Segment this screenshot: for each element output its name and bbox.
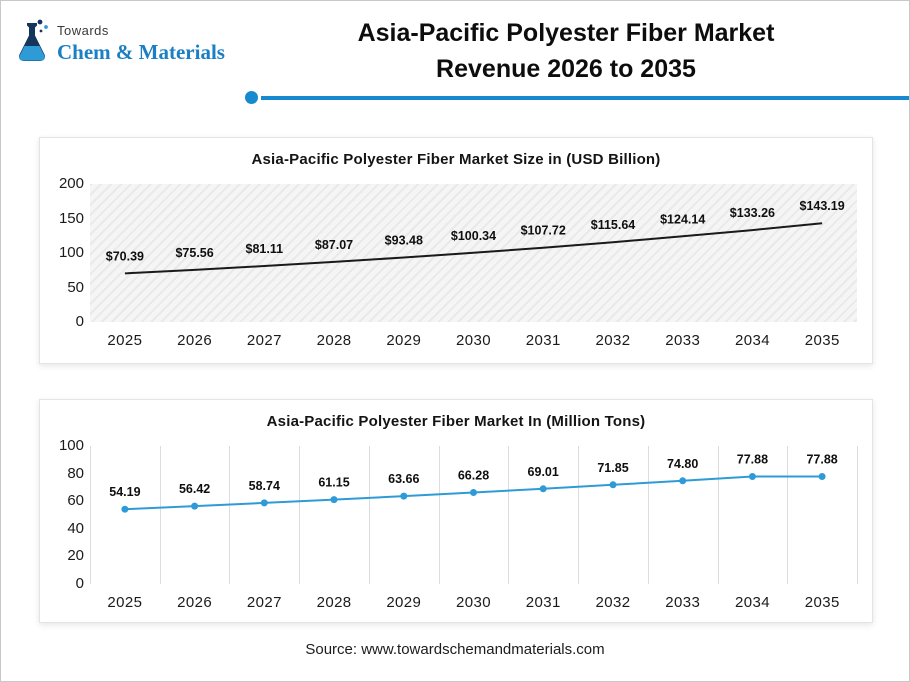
data-point-marker bbox=[609, 481, 617, 489]
data-point-marker bbox=[818, 473, 826, 480]
data-label: $81.11 bbox=[246, 242, 284, 256]
million-tons-chart-panel: Asia-Pacific Polyester Fiber Market In (… bbox=[39, 399, 873, 623]
data-point-marker bbox=[330, 496, 338, 504]
y-tick-label: 150 bbox=[58, 209, 84, 227]
plot-area: $70.39 $75.56 $81.11 $87.07 $93.48 $100.34 $10… bbox=[90, 184, 857, 322]
x-tick-label: 2035 bbox=[804, 594, 840, 611]
data-label: 58.74 bbox=[249, 479, 280, 493]
data-label: 77.88 bbox=[806, 453, 837, 467]
x-tick-label: 2025 bbox=[107, 594, 143, 611]
brand-top-text: Towards bbox=[57, 23, 109, 38]
chart-title: Asia-Pacific Polyester Fiber Market Size… bbox=[251, 151, 661, 168]
y-tick-label: 40 bbox=[67, 519, 84, 537]
y-tick-label: 200 bbox=[58, 175, 84, 192]
data-label: $75.56 bbox=[175, 246, 213, 260]
plot-area: 54.19 56.42 58.74 61.15 63.66 66.28 69.01 71.85… bbox=[90, 446, 858, 584]
y-tick-label: 100 bbox=[58, 437, 84, 454]
flask-icon bbox=[19, 19, 48, 61]
data-label: $87.07 bbox=[315, 238, 353, 252]
data-label: 71.85 bbox=[597, 461, 628, 475]
x-tick-label: 2029 bbox=[386, 332, 422, 349]
brand-logo: Towards Chem & Materials bbox=[13, 17, 225, 65]
y-tick-label: 50 bbox=[67, 278, 84, 296]
x-tick-label: 2026 bbox=[177, 332, 213, 349]
x-tick-label: 2034 bbox=[734, 332, 770, 349]
data-label: 74.80 bbox=[667, 457, 698, 471]
data-point-marker bbox=[539, 485, 547, 493]
data-label: 56.42 bbox=[179, 482, 210, 496]
data-label: $124.14 bbox=[660, 212, 705, 226]
x-tick-label: 2032 bbox=[595, 332, 631, 349]
x-tick-label: 2025 bbox=[107, 332, 143, 349]
data-label: 63.66 bbox=[388, 472, 419, 486]
x-axis: 2025 2026 2027 2028 2029 2030 2031 2032 2033 2034… bbox=[90, 332, 857, 349]
data-point-marker bbox=[679, 477, 687, 485]
x-axis: 2025 2026 2027 2028 2029 2030 2031 2032 2033 2034… bbox=[90, 594, 857, 611]
data-point-marker bbox=[748, 473, 756, 480]
y-tick-label: 100 bbox=[58, 244, 84, 261]
x-tick-label: 2031 bbox=[525, 332, 561, 349]
chart-title: Asia-Pacific Polyester Fiber Market In (… bbox=[266, 413, 646, 430]
data-label: 77.88 bbox=[737, 453, 768, 467]
y-tick-label: 0 bbox=[75, 313, 84, 330]
divider-line bbox=[261, 95, 909, 100]
x-tick-label: 2027 bbox=[246, 594, 282, 611]
data-label: 66.28 bbox=[458, 469, 489, 483]
trend-line bbox=[124, 222, 823, 275]
x-tick-label: 2032 bbox=[595, 594, 631, 611]
usd-billion-chart-panel: Asia-Pacific Polyester Fiber Market Size… bbox=[39, 137, 873, 364]
y-tick-label: 20 bbox=[67, 547, 84, 565]
chart-svg: $70.39 $75.56 $81.11 $87.07 $93.48 $100.34 $10… bbox=[106, 199, 845, 275]
chart-svg: 54.19 56.42 58.74 61.15 63.66 66.28 69.01 71.85… bbox=[90, 446, 858, 584]
data-label: 69.01 bbox=[528, 465, 559, 479]
x-tick-label: 2028 bbox=[316, 332, 352, 349]
y-tick-label: 80 bbox=[67, 464, 84, 482]
x-tick-label: 2030 bbox=[456, 332, 492, 349]
data-label: $133.26 bbox=[730, 206, 775, 220]
x-tick-label: 2027 bbox=[246, 332, 282, 349]
x-tick-label: 2035 bbox=[804, 332, 840, 349]
data-label: 54.19 bbox=[109, 485, 140, 499]
data-label: $143.19 bbox=[800, 199, 845, 213]
data-point-marker bbox=[191, 502, 199, 510]
data-label: $100.34 bbox=[451, 229, 496, 243]
brand-text: Towards Chem & Materials bbox=[57, 17, 225, 65]
data-point-marker bbox=[121, 505, 129, 513]
brand-name-text: Chem & Materials bbox=[57, 40, 225, 64]
header-divider bbox=[245, 91, 909, 104]
data-point-marker bbox=[400, 492, 408, 500]
x-tick-label: 2030 bbox=[456, 594, 492, 611]
data-label: $93.48 bbox=[385, 234, 423, 248]
data-label: $107.72 bbox=[521, 224, 566, 238]
x-tick-label: 2029 bbox=[386, 594, 422, 611]
y-tick-label: 60 bbox=[67, 492, 84, 510]
x-tick-label: 2034 bbox=[734, 594, 770, 611]
data-label: $70.39 bbox=[106, 249, 144, 263]
x-tick-label: 2028 bbox=[316, 594, 352, 611]
data-point-marker bbox=[260, 499, 268, 507]
data-label: $115.64 bbox=[591, 218, 636, 232]
x-tick-label: 2031 bbox=[525, 594, 561, 611]
x-tick-label: 2033 bbox=[665, 332, 701, 349]
x-tick-label: 2033 bbox=[665, 594, 701, 611]
data-label: 61.15 bbox=[318, 476, 349, 490]
y-tick-label: 0 bbox=[75, 575, 84, 592]
divider-dot-icon bbox=[245, 91, 258, 104]
source-text: Source: www.towardschemandmaterials.com bbox=[305, 641, 605, 658]
page-title: Asia-Pacific Polyester Fiber Market Reve… bbox=[357, 19, 775, 83]
x-tick-label: 2026 bbox=[177, 594, 213, 611]
data-point-marker bbox=[470, 489, 477, 496]
